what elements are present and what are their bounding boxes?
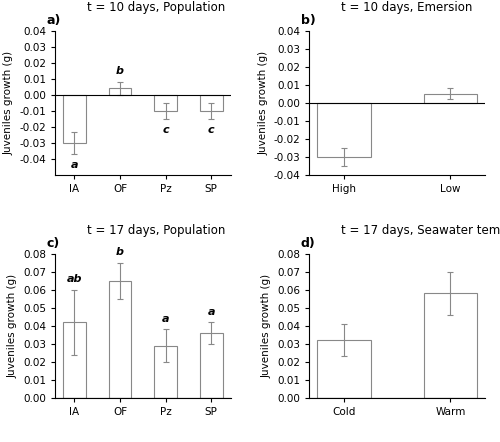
Bar: [108, 281, 132, 398]
Text: t = 10 days, Population: t = 10 days, Population: [86, 1, 225, 15]
Bar: [318, 103, 370, 157]
Text: t = 17 days, Seawater temperature: t = 17 days, Seawater temperature: [341, 225, 500, 237]
Text: b): b): [300, 14, 316, 27]
Text: c): c): [46, 236, 60, 250]
Y-axis label: Juveniles growth (g): Juveniles growth (g): [8, 274, 18, 378]
Text: b: b: [116, 66, 124, 76]
Text: d): d): [300, 236, 316, 250]
Text: t = 10 days, Emersion: t = 10 days, Emersion: [341, 1, 472, 15]
Bar: [200, 333, 222, 398]
Text: a): a): [46, 14, 60, 27]
Text: ab: ab: [66, 274, 82, 284]
Bar: [318, 340, 370, 398]
Text: b: b: [116, 247, 124, 257]
Bar: [63, 95, 86, 143]
Bar: [424, 94, 477, 103]
Y-axis label: Juveniles growth (g): Juveniles growth (g): [262, 274, 272, 378]
Bar: [154, 346, 177, 398]
Bar: [200, 95, 222, 111]
Text: t = 17 days, Population: t = 17 days, Population: [86, 225, 225, 237]
Text: c: c: [162, 125, 169, 135]
Y-axis label: Juveniles growth (g): Juveniles growth (g): [4, 51, 14, 155]
Text: a: a: [162, 314, 170, 324]
Bar: [108, 88, 132, 95]
Bar: [424, 293, 477, 398]
Bar: [63, 322, 86, 398]
Bar: [154, 95, 177, 111]
Text: c: c: [208, 125, 214, 135]
Y-axis label: Juveniles growth (g): Juveniles growth (g): [258, 51, 268, 155]
Text: a: a: [208, 306, 215, 316]
Text: a: a: [70, 160, 78, 170]
